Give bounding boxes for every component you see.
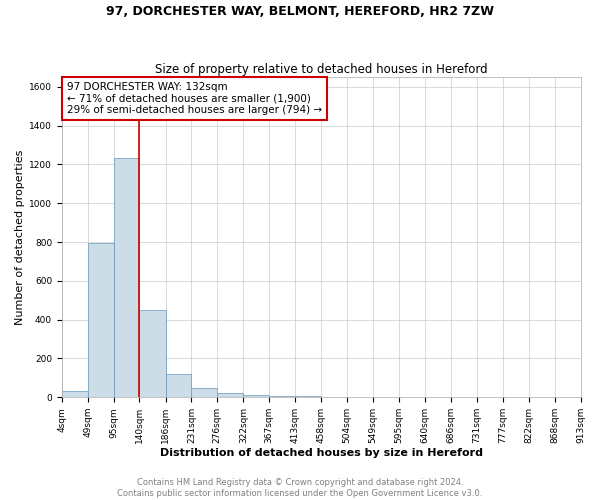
Bar xyxy=(62,392,88,397)
Bar xyxy=(139,310,166,397)
Bar xyxy=(244,396,269,397)
Text: 97, DORCHESTER WAY, BELMONT, HEREFORD, HR2 7ZW: 97, DORCHESTER WAY, BELMONT, HEREFORD, H… xyxy=(106,5,494,18)
Text: 97 DORCHESTER WAY: 132sqm
← 71% of detached houses are smaller (1,900)
29% of se: 97 DORCHESTER WAY: 132sqm ← 71% of detac… xyxy=(67,82,322,115)
Y-axis label: Number of detached properties: Number of detached properties xyxy=(15,150,25,325)
Bar xyxy=(269,396,295,397)
Bar xyxy=(217,394,244,397)
Bar xyxy=(191,388,217,397)
Bar xyxy=(166,374,191,397)
X-axis label: Distribution of detached houses by size in Hereford: Distribution of detached houses by size … xyxy=(160,448,482,458)
Bar xyxy=(88,242,114,397)
Title: Size of property relative to detached houses in Hereford: Size of property relative to detached ho… xyxy=(155,63,488,76)
Bar xyxy=(114,158,139,397)
Text: Contains HM Land Registry data © Crown copyright and database right 2024.
Contai: Contains HM Land Registry data © Crown c… xyxy=(118,478,482,498)
Bar xyxy=(295,396,321,397)
